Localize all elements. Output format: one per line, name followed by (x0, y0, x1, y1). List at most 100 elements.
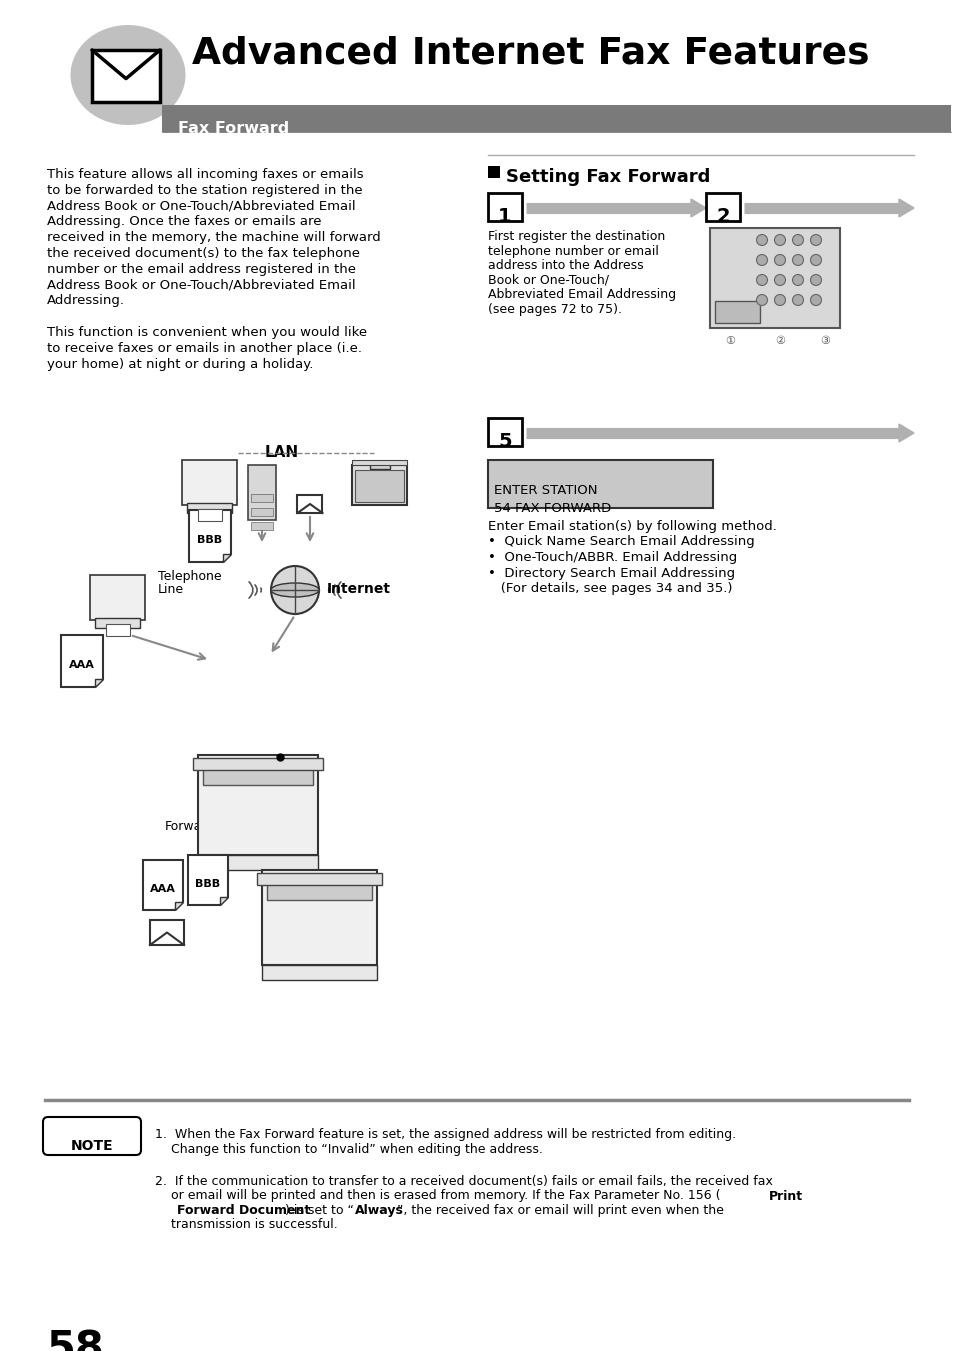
Circle shape (792, 254, 802, 266)
Text: ENTER STATION: ENTER STATION (494, 484, 597, 497)
Polygon shape (95, 680, 103, 688)
Bar (352, 465, 407, 505)
Text: Addressing. Once the faxes or emails are: Addressing. Once the faxes or emails are (47, 215, 321, 228)
Circle shape (271, 566, 318, 613)
Text: your home) at night or during a holiday.: your home) at night or during a holiday. (47, 358, 313, 370)
Polygon shape (143, 861, 183, 911)
Text: Telephone: Telephone (158, 570, 221, 584)
Text: ”, the received fax or email will print even when the: ”, the received fax or email will print … (396, 1204, 723, 1217)
Text: 5: 5 (497, 432, 511, 451)
Circle shape (810, 274, 821, 285)
Circle shape (756, 254, 767, 266)
Bar (355, 470, 404, 503)
Text: Fax Forward: Fax Forward (178, 122, 289, 136)
Text: Addressing.: Addressing. (47, 295, 125, 308)
Bar (488, 193, 521, 222)
Text: number or the email address registered in the: number or the email address registered i… (47, 263, 355, 276)
Text: address into the Address: address into the Address (488, 259, 643, 272)
Text: BBB: BBB (197, 535, 222, 544)
Text: ) is set to “: ) is set to “ (285, 1204, 354, 1217)
Text: Enter Email station(s) by following method.: Enter Email station(s) by following meth… (488, 520, 776, 534)
Bar (193, 758, 323, 770)
Bar (162, 105, 950, 132)
Bar (203, 765, 313, 785)
Text: Setting Fax Forward: Setting Fax Forward (505, 168, 710, 186)
Bar (352, 459, 407, 465)
Ellipse shape (71, 26, 185, 126)
Text: Abbreviated Email Addressing: Abbreviated Email Addressing (488, 288, 676, 301)
Circle shape (774, 254, 784, 266)
Text: Line: Line (158, 584, 184, 596)
Polygon shape (690, 199, 705, 218)
Text: ②: ② (774, 336, 784, 346)
Bar (95, 617, 140, 628)
Text: 58: 58 (47, 1328, 105, 1351)
Text: ③: ③ (820, 336, 829, 346)
Bar (248, 465, 275, 520)
Text: 2.  If the communication to transfer to a received document(s) fails or email fa: 2. If the communication to transfer to a… (154, 1175, 772, 1188)
Text: Change this function to “Invalid” when editing the address.: Change this function to “Invalid” when e… (154, 1143, 542, 1155)
Text: or email will be printed and then is erased from memory. If the Fax Parameter No: or email will be printed and then is era… (154, 1189, 720, 1202)
Circle shape (756, 295, 767, 305)
Text: telephone number or email: telephone number or email (488, 245, 659, 258)
Bar (198, 755, 317, 855)
Text: AAA: AAA (69, 661, 95, 670)
Bar (488, 417, 521, 446)
Circle shape (774, 295, 784, 305)
Bar (297, 494, 322, 513)
Circle shape (810, 295, 821, 305)
Text: This feature allows all incoming faxes or emails: This feature allows all incoming faxes o… (47, 168, 363, 181)
Circle shape (810, 235, 821, 246)
Bar (262, 870, 377, 965)
Bar (257, 873, 382, 885)
Text: 2: 2 (716, 207, 729, 226)
Text: First register the destination: First register the destination (488, 230, 664, 243)
Bar (251, 521, 273, 530)
Polygon shape (220, 897, 228, 905)
Polygon shape (188, 855, 228, 905)
Text: •  One-Touch/ABBR. Email Addressing: • One-Touch/ABBR. Email Addressing (488, 551, 737, 563)
Bar (262, 965, 377, 979)
Text: transmission is successful.: transmission is successful. (154, 1219, 337, 1232)
Polygon shape (898, 199, 913, 218)
FancyBboxPatch shape (43, 1117, 141, 1155)
Text: Advanced Internet Fax Features: Advanced Internet Fax Features (192, 35, 868, 72)
Bar (251, 508, 273, 516)
Bar (251, 494, 273, 503)
Polygon shape (174, 902, 183, 911)
Bar (488, 459, 712, 508)
Bar (714, 301, 760, 323)
Text: Internet: Internet (327, 582, 391, 596)
Polygon shape (223, 554, 231, 562)
Text: Forwarding: Forwarding (165, 820, 234, 834)
Text: Always: Always (355, 1204, 403, 1217)
Polygon shape (898, 424, 913, 442)
Ellipse shape (271, 584, 318, 597)
Text: to be forwarded to the station registered in the: to be forwarded to the station registere… (47, 184, 362, 197)
Text: received in the memory, the machine will forward: received in the memory, the machine will… (47, 231, 380, 245)
Circle shape (774, 235, 784, 246)
Text: 54 FAX FORWARD: 54 FAX FORWARD (494, 503, 611, 515)
Text: NOTE: NOTE (71, 1139, 113, 1152)
Bar (150, 920, 184, 944)
Bar (182, 459, 237, 505)
Bar (488, 166, 499, 178)
Circle shape (792, 295, 802, 305)
Polygon shape (189, 509, 231, 562)
Text: LAN: LAN (265, 444, 298, 459)
Text: AAA: AAA (150, 884, 175, 894)
Text: Print: Print (768, 1189, 802, 1202)
Bar (709, 228, 840, 328)
Text: Forward Document: Forward Document (177, 1204, 310, 1217)
Text: •  Quick Name Search Email Addressing: • Quick Name Search Email Addressing (488, 535, 754, 549)
Bar (188, 503, 233, 513)
Text: Book or One-Touch/: Book or One-Touch/ (488, 273, 608, 286)
Text: (see pages 72 to 75).: (see pages 72 to 75). (488, 303, 621, 316)
Circle shape (774, 274, 784, 285)
Bar (705, 193, 740, 222)
Text: •  Directory Search Email Addressing: • Directory Search Email Addressing (488, 566, 735, 580)
Circle shape (792, 235, 802, 246)
Text: BBB: BBB (195, 880, 220, 889)
Text: the received document(s) to the fax telephone: the received document(s) to the fax tele… (47, 247, 359, 259)
Text: This function is convenient when you would like: This function is convenient when you wou… (47, 326, 367, 339)
